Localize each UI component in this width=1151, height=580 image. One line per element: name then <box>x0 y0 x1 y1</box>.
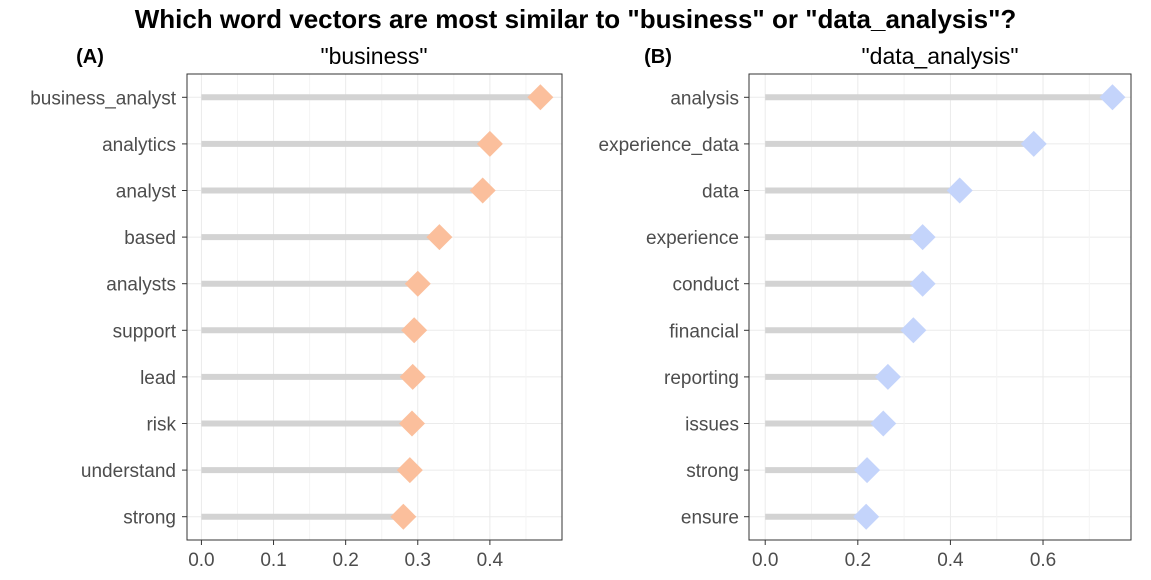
lollipop-point <box>399 410 425 437</box>
x-tick-label: 0.6 <box>1030 550 1056 571</box>
lollipop-point <box>401 317 428 344</box>
lollipop-point <box>874 363 901 390</box>
category-label: analytics <box>102 135 176 156</box>
category-label: strong <box>123 508 176 529</box>
category-label: analysis <box>670 88 739 109</box>
x-tick-label: 0.4 <box>477 550 504 571</box>
lollipop-point <box>900 317 927 344</box>
panel-border <box>186 73 563 541</box>
lollipop-point <box>870 410 897 437</box>
category-label: issues <box>685 415 739 436</box>
x-tick-label: 0.1 <box>260 550 286 571</box>
category-label: financial <box>669 321 739 342</box>
lollipop-point <box>390 503 417 530</box>
category-label: ensure <box>681 508 739 529</box>
lollipop-point <box>426 224 453 251</box>
lollipop-point <box>469 177 496 204</box>
panel-business: business_analyst analytics analyst based ana… <box>30 43 563 571</box>
lollipop-point <box>396 457 423 484</box>
lollipop-point <box>909 270 936 297</box>
panel-title: "business" <box>320 43 427 69</box>
panel-title: "data_analysis" <box>862 43 1019 69</box>
category-label: risk <box>146 415 176 436</box>
lollipop-point <box>853 503 880 530</box>
lollipop-point <box>946 177 973 204</box>
category-label: reporting <box>664 368 739 389</box>
lollipop-point <box>1099 84 1126 111</box>
category-label: support <box>113 321 177 342</box>
category-label: business_analyst <box>30 88 176 109</box>
panel-tag: (B) <box>644 46 672 68</box>
category-label: analyst <box>116 182 177 203</box>
x-tick-label: 0.2 <box>845 550 871 571</box>
chart-title: Which word vectors are most similar to "… <box>134 4 1017 34</box>
panel-border <box>748 73 1132 541</box>
x-tick-label: 0.0 <box>752 550 778 571</box>
category-label: experience <box>646 228 739 249</box>
category-label: understand <box>81 461 176 482</box>
lollipop-point <box>476 130 503 157</box>
x-tick-label: 0.3 <box>405 550 431 571</box>
lollipop-point <box>854 457 881 484</box>
lollipop-point <box>527 84 554 111</box>
lollipop-point <box>909 224 936 251</box>
panel-tag: (A) <box>76 46 104 68</box>
lollipop-point <box>404 270 431 297</box>
category-label: based <box>124 228 176 249</box>
category-label: experience_data <box>599 135 740 156</box>
x-tick-label: 0.4 <box>937 550 964 571</box>
category-label: strong <box>686 461 739 482</box>
category-label: data <box>702 182 739 203</box>
category-label: lead <box>140 368 176 389</box>
x-tick-label: 0.0 <box>188 550 214 571</box>
lollipop-point <box>399 363 426 390</box>
category-label: analysts <box>106 275 176 296</box>
x-tick-label: 0.2 <box>332 550 358 571</box>
category-label: conduct <box>672 275 739 296</box>
lollipop-point <box>1020 130 1047 157</box>
